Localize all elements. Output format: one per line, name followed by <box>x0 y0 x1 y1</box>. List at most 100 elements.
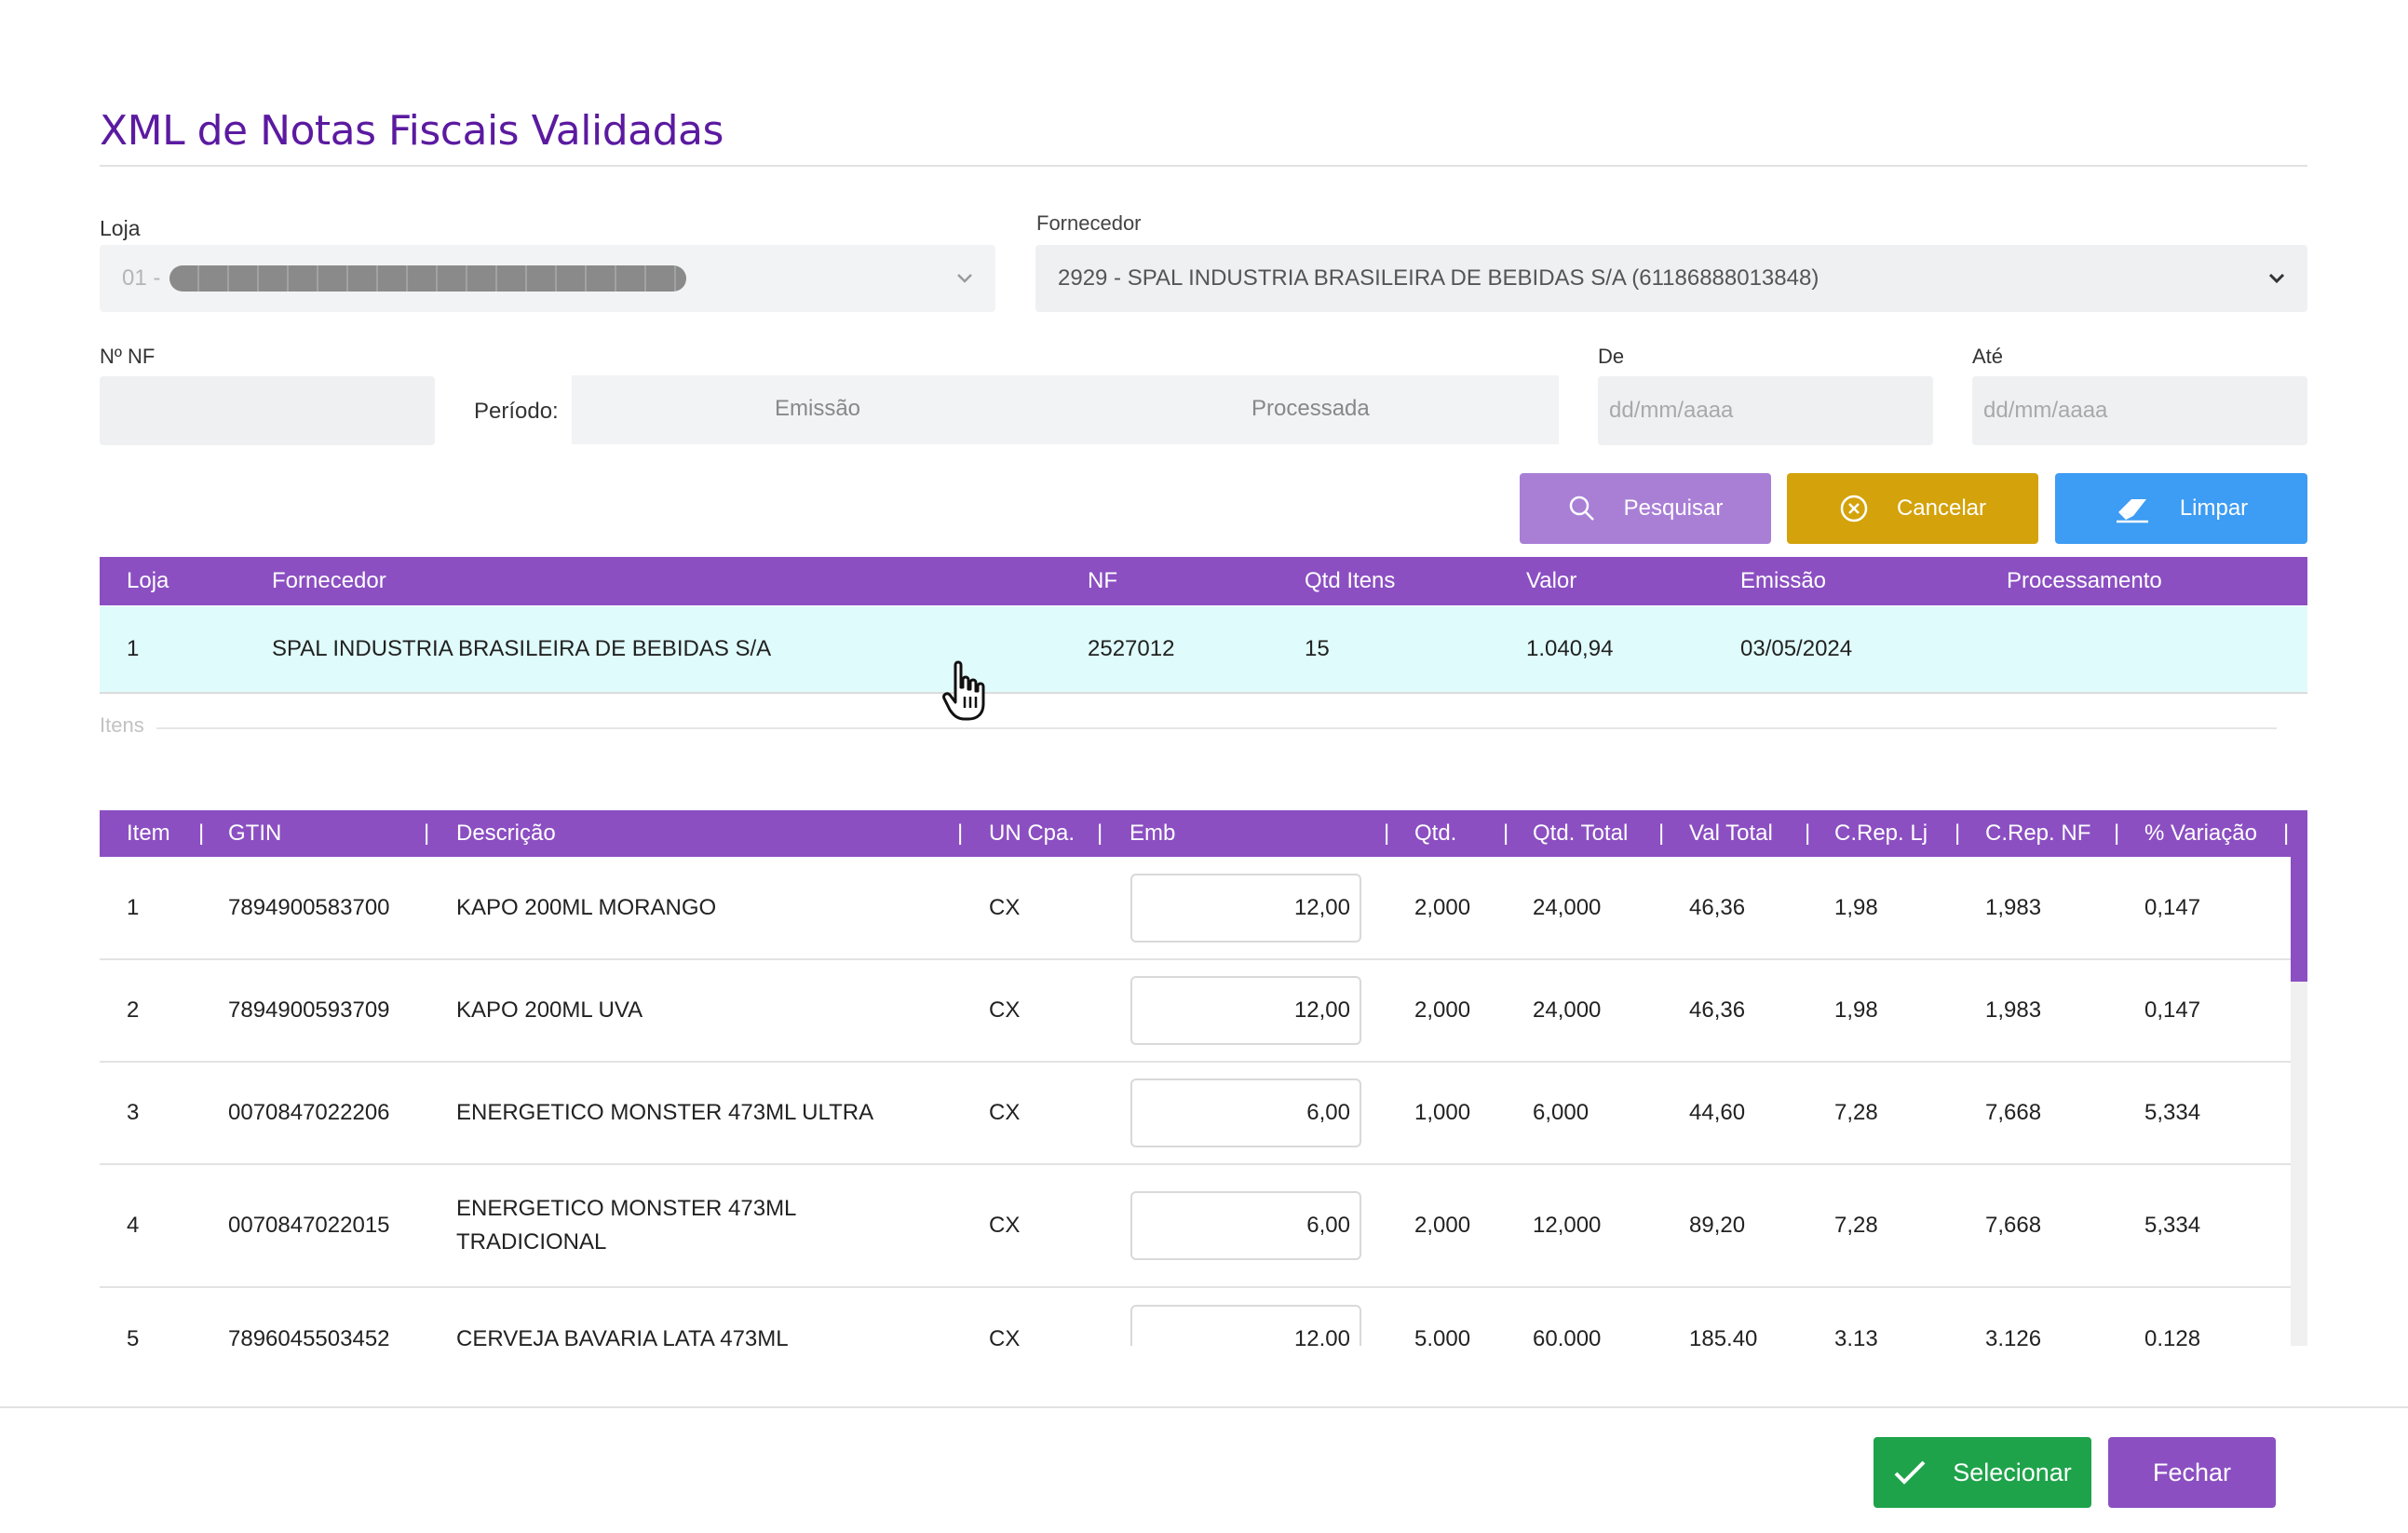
cancelar-button[interactable]: Cancelar <box>1787 473 2038 544</box>
table-row[interactable]: 4 0070847022015 ENERGETICO MONSTER 473ML… <box>100 1165 2291 1288</box>
cell-qtd-total: 12,000 <box>1533 1213 1602 1238</box>
loja-select[interactable]: 01 - <box>100 245 995 312</box>
emb-input[interactable]: 6,00 <box>1130 1079 1361 1147</box>
col-valor[interactable]: Valor <box>1526 568 1577 593</box>
cell-crep-nf: 3.126 <box>1985 1326 2042 1346</box>
items-scrollbar-thumb[interactable] <box>2291 810 2307 982</box>
col-item[interactable]: Item <box>127 821 170 846</box>
emb-input[interactable]: 6,00 <box>1130 1191 1361 1260</box>
cell-val-total: 89,20 <box>1689 1213 1746 1238</box>
table-row[interactable]: 5 7896045503452 CERVEJA BAVARIA LATA 473… <box>100 1288 2291 1346</box>
items-table: Item | GTIN | Descrição | UN Cpa. | Emb … <box>100 810 2291 1346</box>
limpar-label: Limpar <box>2179 495 2249 521</box>
emb-input[interactable]: 12,00 <box>1130 976 1361 1045</box>
cell-item: 2 <box>127 997 140 1023</box>
table-row[interactable]: 2 7894900593709 KAPO 200ML UVA CX 12,00 … <box>100 960 2291 1063</box>
ate-label: Até <box>1972 345 2004 368</box>
cell-qtd: 5.000 <box>1414 1326 1471 1346</box>
selecionar-button[interactable]: Selecionar <box>1874 1437 2091 1508</box>
emb-input[interactable]: 12.00 <box>1130 1305 1361 1346</box>
col-crep-nf[interactable]: C.Rep. NF <box>1985 821 2091 846</box>
loja-label: Loja <box>100 216 141 240</box>
cell-item: 1 <box>127 894 140 920</box>
col-gtin[interactable]: GTIN <box>228 821 282 846</box>
col-variacao[interactable]: % Variação <box>2144 821 2257 846</box>
cell-loja: 1 <box>127 636 140 661</box>
fornecedor-select[interactable]: 2929 - SPAL INDUSTRIA BRASILEIRA DE BEBI… <box>1035 245 2307 312</box>
emb-input[interactable]: 12,00 <box>1130 873 1361 943</box>
pesquisar-button[interactable]: Pesquisar <box>1520 473 1771 544</box>
nf-input[interactable] <box>100 376 435 445</box>
cell-qtd: 2,000 <box>1414 894 1471 920</box>
search-icon <box>1568 495 1596 522</box>
col-qtd-itens[interactable]: Qtd Itens <box>1305 568 1396 593</box>
cell-un: CX <box>989 1326 1021 1346</box>
chevron-down-icon <box>954 268 975 289</box>
table-row[interactable]: 1 SPAL INDUSTRIA BRASILEIRA DE BEBIDAS S… <box>100 606 2307 694</box>
cell-qtd-total: 60.000 <box>1533 1326 1602 1346</box>
page-title: XML de Notas Fiscais Validadas <box>100 107 724 155</box>
cell-valor: 1.040,94 <box>1526 636 1614 661</box>
limpar-button[interactable]: Limpar <box>2055 473 2307 544</box>
notes-table-header: Loja Fornecedor NF Qtd Itens Valor Emiss… <box>100 557 2307 605</box>
col-qtd[interactable]: Qtd. <box>1414 821 1457 846</box>
itens-legend: Itens <box>100 713 144 737</box>
col-fornecedor[interactable]: Fornecedor <box>272 568 386 593</box>
cell-emissao: 03/05/2024 <box>1740 636 1853 661</box>
cell-qtd-itens: 15 <box>1305 636 1330 661</box>
col-separator: | <box>1955 821 1961 846</box>
cell-val-total: 46,36 <box>1689 894 1746 920</box>
periodo-toggle[interactable]: Emissão Processada <box>572 375 1559 444</box>
col-loja[interactable]: Loja <box>127 568 169 593</box>
cell-variacao: 0,147 <box>2144 894 2201 920</box>
cell-crep-lj: 3.13 <box>1834 1326 1878 1346</box>
eraser-icon <box>2115 494 2152 523</box>
circle-x-icon <box>1839 494 1869 523</box>
hand-pointer-icon <box>940 659 993 729</box>
cell-gtin: 7894900593709 <box>228 997 390 1023</box>
cell-variacao: 5,334 <box>2144 1100 2201 1125</box>
periodo-label: Período: <box>474 399 559 424</box>
fornecedor-select-value: 2929 - SPAL INDUSTRIA BRASILEIRA DE BEBI… <box>1058 265 1820 291</box>
col-separator: | <box>2283 821 2290 846</box>
cell-descricao: CERVEJA BAVARIA LATA 473ML <box>456 1326 789 1346</box>
cell-gtin: 7896045503452 <box>228 1326 390 1346</box>
fornecedor-label: Fornecedor <box>1036 211 1142 235</box>
col-un-cpa[interactable]: UN Cpa. <box>989 821 1075 846</box>
ate-date-input[interactable]: dd/mm/aaaa <box>1972 376 2307 445</box>
col-val-total[interactable]: Val Total <box>1689 821 1773 846</box>
periodo-emissao-option[interactable]: Emissão <box>775 396 861 421</box>
cell-qtd-total: 6,000 <box>1533 1100 1590 1125</box>
col-separator: | <box>198 821 205 846</box>
table-row[interactable]: 1 7894900583700 KAPO 200ML MORANGO CX 12… <box>100 857 2291 960</box>
col-separator: | <box>1503 821 1509 846</box>
col-nf[interactable]: NF <box>1088 568 1117 593</box>
cell-qtd: 1,000 <box>1414 1100 1471 1125</box>
col-processamento[interactable]: Processamento <box>2007 568 2162 593</box>
col-descricao[interactable]: Descrição <box>456 821 556 846</box>
table-row[interactable]: 3 0070847022206 ENERGETICO MONSTER 473ML… <box>100 1063 2291 1165</box>
cell-un: CX <box>989 1213 1021 1238</box>
cell-variacao: 0.128 <box>2144 1326 2201 1346</box>
cell-item: 4 <box>127 1213 140 1238</box>
fechar-label: Fechar <box>2152 1458 2232 1486</box>
loja-select-value: 01 - <box>122 265 161 291</box>
cell-crep-lj: 7,28 <box>1834 1100 1878 1125</box>
periodo-processada-option[interactable]: Processada <box>1251 396 1370 421</box>
cell-gtin: 0070847022206 <box>228 1100 390 1125</box>
col-emissao[interactable]: Emissão <box>1740 568 1827 593</box>
cell-crep-nf: 7,668 <box>1985 1213 2042 1238</box>
cell-crep-lj: 7,28 <box>1834 1213 1878 1238</box>
cell-crep-nf: 7,668 <box>1985 1100 2042 1125</box>
items-table-header: Item | GTIN | Descrição | UN Cpa. | Emb … <box>100 810 2291 857</box>
col-qtd-total[interactable]: Qtd. Total <box>1533 821 1629 846</box>
de-label: De <box>1598 345 1625 368</box>
cell-fornecedor: SPAL INDUSTRIA BRASILEIRA DE BEBIDAS S/A <box>272 636 772 661</box>
chevron-down-icon <box>2266 268 2287 289</box>
fechar-button[interactable]: Fechar <box>2108 1437 2276 1508</box>
col-emb[interactable]: Emb <box>1130 821 1176 846</box>
cell-item: 3 <box>127 1100 140 1125</box>
footer-divider <box>0 1406 2408 1408</box>
col-crep-lj[interactable]: C.Rep. Lj <box>1834 821 1928 846</box>
de-date-input[interactable]: dd/mm/aaaa <box>1598 376 1933 445</box>
